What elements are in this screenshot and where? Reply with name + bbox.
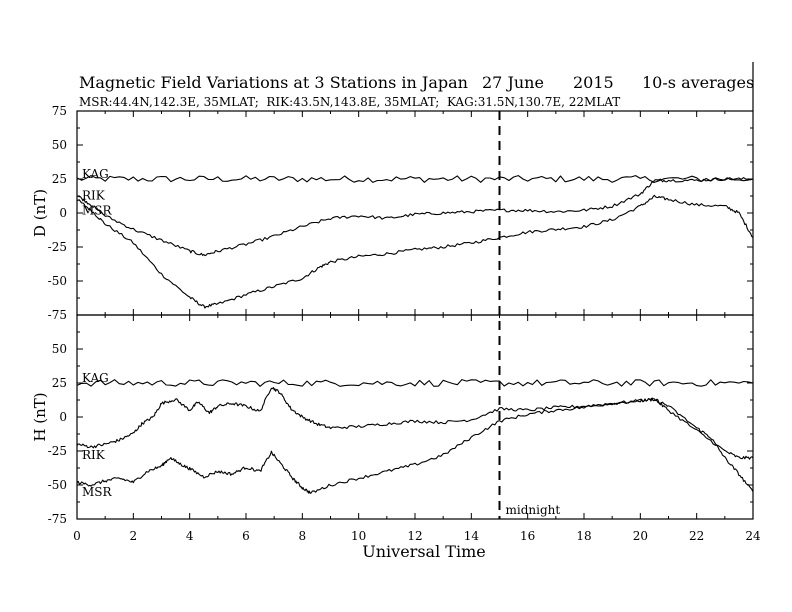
x-axis-label: Universal Time bbox=[362, 542, 485, 561]
chart-year: 2015 bbox=[573, 73, 614, 92]
x-tick-label: 10 bbox=[351, 529, 366, 543]
y-tick-label: 0 bbox=[59, 410, 67, 424]
x-tick-label: 18 bbox=[576, 529, 591, 543]
x-tick-label: 20 bbox=[633, 529, 648, 543]
x-tick-label: 16 bbox=[520, 529, 535, 543]
y-tick-label: 75 bbox=[52, 104, 67, 118]
midnight-annotation: midnight bbox=[506, 503, 561, 517]
y-axis-label: H (nT) bbox=[31, 392, 49, 441]
series-line-msr bbox=[76, 194, 754, 309]
series-label-rik: RIK bbox=[82, 188, 106, 202]
x-tick-label: 12 bbox=[407, 529, 422, 543]
chart-subtitle: MSR:44.4N,142.3E, 35MLAT; RIK:43.5N,143.… bbox=[79, 95, 620, 109]
y-axis-label: D (nT) bbox=[31, 189, 49, 237]
panel-frame bbox=[76, 314, 754, 520]
series-label-kag: KAG bbox=[82, 167, 109, 181]
series-line-kag bbox=[76, 379, 754, 387]
chart-date: 27 June bbox=[482, 73, 544, 92]
y-tick-label: 25 bbox=[52, 172, 67, 186]
chart-sampling: 10-s averages bbox=[642, 73, 754, 92]
y-tick-label: 25 bbox=[52, 376, 67, 390]
series-label-rik: RIK bbox=[82, 448, 106, 462]
series-label-msr: MSR bbox=[82, 203, 113, 217]
y-tick-label: -50 bbox=[48, 478, 67, 492]
y-tick-label: -50 bbox=[48, 274, 67, 288]
y-tick-label: 0 bbox=[59, 206, 67, 220]
x-tick-label: 4 bbox=[186, 529, 194, 543]
x-tick-label: 6 bbox=[242, 529, 250, 543]
y-tick-label: -25 bbox=[48, 444, 67, 458]
x-tick-label: 24 bbox=[745, 529, 761, 543]
series-line-rik bbox=[76, 177, 754, 257]
y-tick-label: 50 bbox=[52, 342, 67, 356]
y-tick-label: 50 bbox=[52, 138, 67, 152]
y-tick-label: -75 bbox=[48, 512, 67, 526]
y-tick-label: -75 bbox=[48, 308, 67, 322]
chart-title: Magnetic Field Variations at 3 Stations … bbox=[79, 73, 468, 92]
x-tick-label: 2 bbox=[130, 529, 138, 543]
series-label-kag: KAG bbox=[82, 371, 109, 385]
series-line-msr bbox=[76, 397, 754, 494]
x-tick-label: 8 bbox=[299, 529, 307, 543]
x-tick-label: 22 bbox=[689, 529, 704, 543]
y-tick-label: -25 bbox=[48, 240, 67, 254]
series-label-msr: MSR bbox=[82, 485, 113, 499]
series-line-rik bbox=[76, 387, 754, 460]
panel-1: -75 -50 -25 0 25 50 H (nT) KAG RIK MSR bbox=[31, 314, 754, 526]
series-line-kag bbox=[76, 175, 754, 183]
x-tick-label: 0 bbox=[73, 529, 81, 543]
x-tick-label: 14 bbox=[464, 529, 480, 543]
